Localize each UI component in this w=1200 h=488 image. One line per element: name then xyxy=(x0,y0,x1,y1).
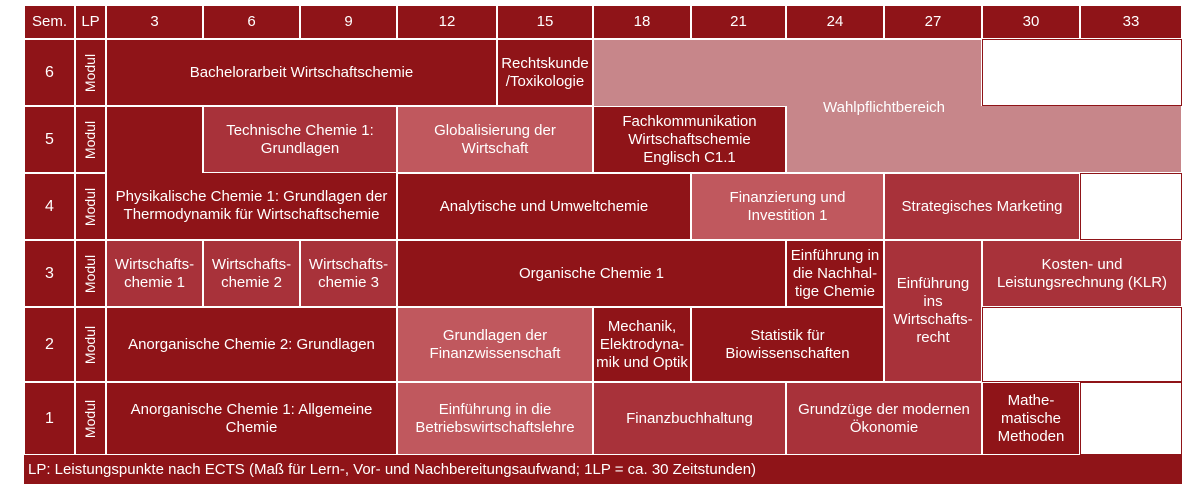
module-bwl: Einführung in die Betriebswirtschaftsleh… xyxy=(397,382,593,455)
module-physikalische-chemie: Physikalische Chemie 1: Grundlagen der T… xyxy=(106,173,397,240)
empty-cell-sem4 xyxy=(1080,173,1182,240)
header-credit-27: 27 xyxy=(884,5,982,39)
module-finanzierung: Finanzierung und Investition 1 xyxy=(691,173,884,240)
header-credit-33: 33 xyxy=(1080,5,1182,39)
module-fachkommunikation: Fachkommunikation Wirtschaftschemie Engl… xyxy=(593,106,786,173)
module-mathematische-methoden: Mathe-matische Methoden xyxy=(982,382,1080,455)
header-credit-18: 18 xyxy=(593,5,691,39)
module-marketing: Strategisches Marketing xyxy=(884,173,1080,240)
modul-label-sem4: Modul xyxy=(75,173,106,240)
module-wirtschaftsrecht: Einführung ins Wirtschafts-recht xyxy=(884,240,982,382)
semester-1: 1 xyxy=(24,382,75,455)
modul-label-sem1: Modul xyxy=(75,382,106,455)
empty-cell-sem2 xyxy=(982,307,1182,382)
semester-2: 2 xyxy=(24,307,75,382)
semester-5: 5 xyxy=(24,106,75,173)
module-mechanik: Mechanik, Elektrodyna-mik und Optik xyxy=(593,307,691,382)
module-physikalische-top xyxy=(106,106,203,174)
semester-3: 3 xyxy=(24,240,75,307)
semester-4: 4 xyxy=(24,173,75,240)
module-globalisierung: Globalisierung der Wirtschaft xyxy=(397,106,593,173)
module-technische-chemie: Technische Chemie 1: Grundlagen xyxy=(203,106,397,173)
header-lp: LP xyxy=(75,5,106,39)
module-organische-chemie: Organische Chemie 1 xyxy=(397,240,786,307)
header-credit-30: 30 xyxy=(982,5,1080,39)
module-wirtschaftschemie-3: Wirtschafts-chemie 3 xyxy=(300,240,397,307)
module-nachhaltige-chemie: Einführung in die Nachhal-tige Chemie xyxy=(786,240,884,307)
footer-legend: LP: Leistungspunkte nach ECTS (Maß für L… xyxy=(24,455,1182,484)
module-klr: Kosten- und Leistungsrechnung (KLR) xyxy=(982,240,1182,307)
module-wirtschaftschemie-2: Wirtschafts-chemie 2 xyxy=(203,240,300,307)
header-credit-3: 3 xyxy=(106,5,203,39)
module-anorganische-chemie-2: Anorganische Chemie 2: Grundlagen xyxy=(106,307,397,382)
header-credit-24: 24 xyxy=(786,5,884,39)
module-anorganische-chemie-1: Anorganische Chemie 1: Allgemeine Chemie xyxy=(106,382,397,455)
empty-cell-sem1 xyxy=(1080,382,1182,455)
module-finanzbuchhaltung: Finanzbuchhaltung xyxy=(593,382,786,455)
header-credit-21: 21 xyxy=(691,5,786,39)
semester-6: 6 xyxy=(24,39,75,106)
modul-label-sem5: Modul xyxy=(75,106,106,173)
module-analytische: Analytische und Umweltchemie xyxy=(397,173,691,240)
module-wirtschaftschemie-1: Wirtschafts-chemie 1 xyxy=(106,240,203,307)
modul-label-sem6: Modul xyxy=(75,39,106,106)
empty-cell-sem6 xyxy=(982,39,1182,106)
header-sem: Sem. xyxy=(24,5,75,39)
module-bachelorarbeit: Bachelorarbeit Wirtschaftschemie xyxy=(106,39,497,106)
module-rechtskunde: Rechtskunde /Toxikologie xyxy=(497,39,593,106)
module-finanzwissenschaft: Grundlagen der Finanzwissenschaft xyxy=(397,307,593,382)
header-credit-12: 12 xyxy=(397,5,497,39)
modul-label-sem3: Modul xyxy=(75,240,106,307)
header-credit-15: 15 xyxy=(497,5,593,39)
wahlpflicht-label: Wahlpflichtbereich xyxy=(823,98,945,116)
header-credit-9: 9 xyxy=(300,5,397,39)
modul-label-sem2: Modul xyxy=(75,307,106,382)
module-oekonomie: Grundzüge der modernen Ökonomie xyxy=(786,382,982,455)
module-wahlpflicht-top xyxy=(593,39,982,107)
module-statistik: Statistik für Biowissenschaften xyxy=(691,307,884,382)
module-wahlpflicht-bottom xyxy=(786,106,1182,173)
header-credit-6: 6 xyxy=(203,5,300,39)
